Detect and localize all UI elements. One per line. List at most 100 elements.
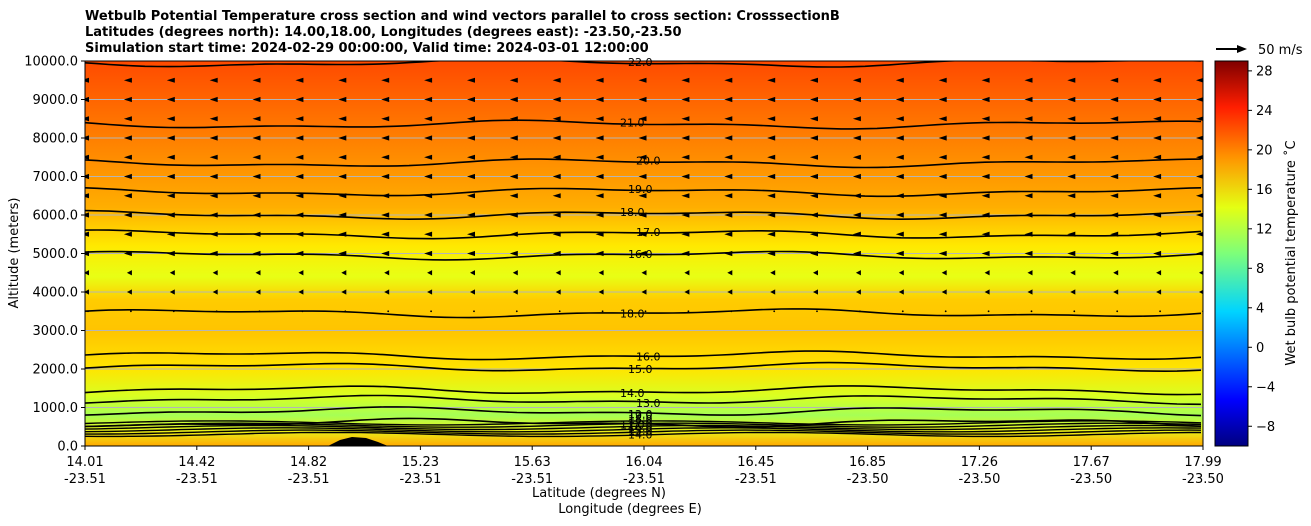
wind-vector	[473, 310, 475, 313]
wind-vector	[381, 173, 390, 180]
wind-vector	[123, 173, 132, 180]
wind-vector	[295, 250, 304, 257]
plot-area: 11.012.013.014.015.016.018.016.017.018.0…	[84, 56, 1204, 447]
wind-vector	[638, 77, 647, 83]
wind-vector	[1067, 212, 1076, 218]
x-tick-label-longitude: -23.51	[623, 472, 665, 487]
wind-vector	[855, 270, 861, 276]
wind-vector	[338, 154, 347, 160]
wind-vector	[381, 77, 390, 83]
colorbar-tick-label: 24	[1256, 104, 1273, 119]
wind-vector	[1024, 193, 1033, 199]
wind-vector	[595, 135, 604, 141]
wind-vector	[724, 193, 733, 199]
wind-vector	[467, 173, 475, 180]
wind-vector	[424, 135, 433, 141]
x-tick-label-latitude: 15.63	[514, 455, 551, 470]
wind-vector	[295, 154, 304, 160]
surface-contour-label: 18.0	[628, 413, 653, 426]
wind-vector	[424, 212, 433, 218]
wind-vector	[684, 270, 690, 276]
wind-vector	[598, 289, 604, 295]
wind-vector	[767, 231, 776, 237]
wind-vector	[85, 96, 89, 103]
wind-vector	[681, 173, 690, 180]
wind-vector	[938, 231, 947, 237]
colorbar-tick-label: 0	[1256, 341, 1264, 356]
wind-vector	[252, 116, 261, 122]
wind-vector	[767, 250, 776, 257]
wind-vector	[85, 154, 89, 160]
wind-vector	[85, 212, 89, 218]
wind-vector	[984, 289, 990, 295]
x-tick-label-longitude: -23.50	[1070, 472, 1112, 487]
wind-vector	[123, 212, 132, 218]
surface-contour-label: 19.0	[628, 409, 653, 422]
wind-vector	[724, 116, 733, 122]
wind-vector	[384, 289, 390, 295]
wind-vector	[681, 96, 690, 103]
wind-vector	[424, 173, 433, 180]
wind-vector	[895, 135, 904, 141]
wind-vector	[424, 96, 433, 103]
wind-vector	[209, 96, 218, 103]
wind-vector	[727, 289, 733, 295]
wind-vector	[1153, 212, 1162, 218]
wind-vector	[126, 270, 132, 276]
wind-vector	[767, 154, 776, 160]
wind-vector	[810, 135, 818, 141]
wind-vector	[681, 231, 690, 237]
wind-vector	[981, 116, 990, 122]
wind-vector	[813, 270, 818, 276]
wind-vector	[427, 270, 433, 276]
y-tick-label: 4000.0	[33, 286, 79, 301]
wind-vector	[295, 212, 304, 218]
wind-vector	[85, 231, 89, 237]
wind-vector	[338, 135, 347, 141]
wind-vector	[938, 135, 947, 141]
wind-vector	[810, 154, 818, 160]
wind-vector	[87, 310, 89, 313]
wind-vector	[555, 270, 561, 276]
contour-line	[85, 209, 1202, 221]
contour-label: 21.0	[620, 116, 645, 129]
wind-vector	[85, 250, 89, 257]
wind-vector	[898, 289, 904, 295]
wind-vector	[381, 116, 390, 122]
wind-vector	[681, 212, 690, 218]
wind-vector	[1153, 250, 1162, 257]
colorbar-gradient	[1215, 61, 1248, 446]
wind-vector	[601, 310, 604, 313]
wind-vector	[1024, 116, 1033, 122]
wind-vector	[938, 77, 947, 83]
wind-vector	[85, 173, 89, 180]
x-tick-label-latitude: 16.45	[737, 455, 774, 470]
wind-vector	[1067, 77, 1076, 83]
wind-vector	[981, 231, 990, 237]
wind-vector	[252, 173, 261, 180]
wind-vector	[681, 77, 690, 83]
wind-vector	[810, 96, 818, 103]
contour-label: 12.0	[628, 408, 653, 421]
wind-vector	[424, 250, 433, 257]
wind-vector	[215, 310, 218, 313]
x-axis: 14.01 -23.51 14.42 -23.51 14.82 -23.51 15.23 -2…	[64, 446, 1224, 487]
wind-vector	[424, 77, 433, 83]
wind-vector	[981, 212, 990, 218]
x-tick-label-latitude: 16.04	[625, 455, 662, 470]
wind-vector	[381, 154, 390, 160]
wind-vector	[810, 193, 818, 199]
x-tick-label-latitude: 17.26	[961, 455, 998, 470]
wind-vector	[681, 116, 690, 122]
wind-vector	[855, 289, 861, 295]
wind-vector	[85, 289, 89, 295]
colorbar-label: Wet bulb potential temperature ˚C	[1283, 140, 1299, 365]
wind-vector	[595, 250, 604, 257]
wind-vector	[852, 116, 861, 122]
x-tick-label-latitude: 17.99	[1184, 455, 1221, 470]
wind-vector	[770, 289, 776, 295]
surface-contour-label: 16.0	[628, 421, 653, 434]
wind-vector	[1156, 270, 1162, 276]
wind-vector	[810, 173, 818, 180]
wind-vector	[1110, 116, 1119, 122]
